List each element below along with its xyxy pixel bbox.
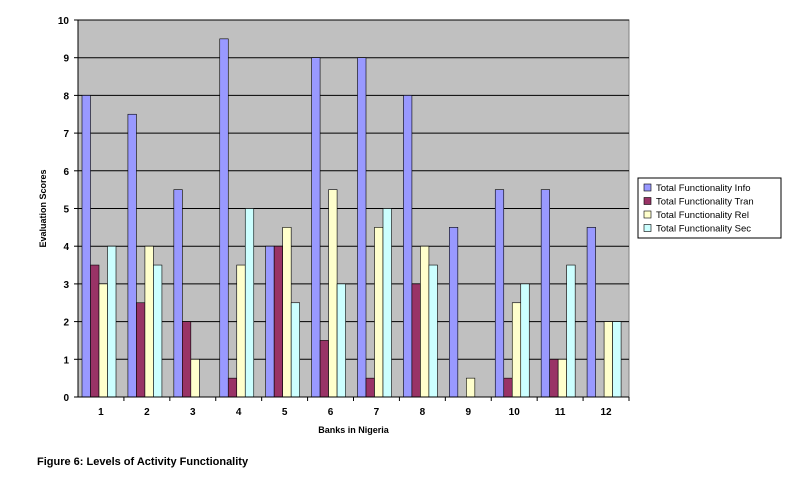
x-tick-label: 4 [236,407,242,418]
x-tick-label: 7 [374,407,380,418]
x-tick-label: 11 [555,407,566,418]
y-tick-label: 5 [63,205,69,216]
bar-3-9 [466,377,476,398]
x-tick-label: 1 [98,407,104,418]
legend-label-2: Total Functionality Tran [656,197,754,208]
bar-4-11 [566,264,576,398]
bar-3-12 [603,321,613,398]
bar-3-4 [236,264,246,398]
bars [81,38,622,398]
bar-1-12 [586,227,596,398]
bar-4-12 [612,321,622,398]
bar-4-10 [520,283,530,398]
bar-3-1 [98,283,108,398]
y-tick-label: 4 [63,242,69,253]
bar-3-11 [557,358,567,398]
bar-3-7 [374,227,384,398]
x-tick-label: 6 [328,407,334,418]
legend-swatch-3 [643,210,652,219]
x-tick-label: 10 [509,407,521,418]
x-tick-label: 12 [600,407,612,418]
y-tick-label: 0 [63,393,69,404]
legend: Total Functionality Info Total Functional… [637,177,782,239]
legend-box [637,177,782,239]
x-axis-label: Banks in Nigeria [318,425,390,435]
bar-2-2 [136,302,146,398]
bar-2-4 [227,377,238,398]
bar-1-6 [311,57,321,398]
gridlines [78,19,629,360]
bar-1-11 [540,189,550,398]
bar-3-6 [328,189,338,398]
y-tick-label: 2 [63,318,69,329]
bar-4-1 [107,245,117,398]
bar-3-10 [511,302,522,398]
bar-1-1 [81,95,91,398]
y-tick-label: 8 [63,91,69,102]
legend-swatch-4 [643,224,652,232]
x-tick-label: 9 [466,407,472,418]
bar-4-5 [290,302,300,398]
legend-label-3: Total Functionality Rel [656,210,749,221]
y-tick-label: 7 [63,129,69,140]
bar-1-4 [219,38,229,398]
y-axis-label: Evaluation Scores [38,169,48,247]
bar-1-5 [265,245,275,398]
y-tick-label: 6 [63,167,69,178]
bar-1-2 [127,113,137,398]
bar-3-3 [190,358,200,398]
bar-2-5 [273,245,283,398]
bar-4-8 [428,264,438,398]
y-tick-label: 3 [63,280,69,291]
bar-2-1 [90,264,100,398]
x-tick-label: 3 [190,407,196,418]
y-tick-labels: 0 1 2 3 4 5 6 7 8 9 10 [58,16,78,404]
bar-2-10 [503,377,513,398]
legend-label-4: Total Functionality Sec [656,224,751,235]
bar-2-7 [365,377,375,398]
bar-4-2 [153,264,163,398]
x-tick-labels: 1 2 3 4 5 6 7 8 9 10 11 12 [98,397,630,418]
bar-1-9 [449,227,459,398]
x-tick-label: 5 [282,407,288,418]
bar-4-4 [244,208,255,398]
bar-1-3 [173,189,183,398]
y-tick-label: 1 [63,355,69,366]
bar-2-6 [319,340,329,398]
bar-2-3 [182,321,192,398]
bar-3-8 [420,245,430,398]
legend-swatch-1 [643,183,652,192]
x-tick-label: 8 [420,407,426,418]
bar-2-11 [549,358,559,398]
bar-3-5 [282,227,292,398]
legend-label-1: Total Functionality Info [656,183,751,194]
bar-2-8 [411,283,421,398]
bar-1-8 [403,95,413,398]
y-tick-label: 9 [63,54,69,65]
x-tick-label: 2 [144,407,150,418]
bar-1-10 [494,189,505,398]
bar-1-7 [357,57,367,398]
bar-4-7 [382,208,392,398]
legend-swatch-2 [643,197,652,205]
bar-4-6 [336,283,346,398]
figure-caption: Figure 6: Levels of Activity Functionali… [37,456,249,468]
y-tick-label: 10 [58,16,70,27]
bar-3-2 [144,245,154,398]
